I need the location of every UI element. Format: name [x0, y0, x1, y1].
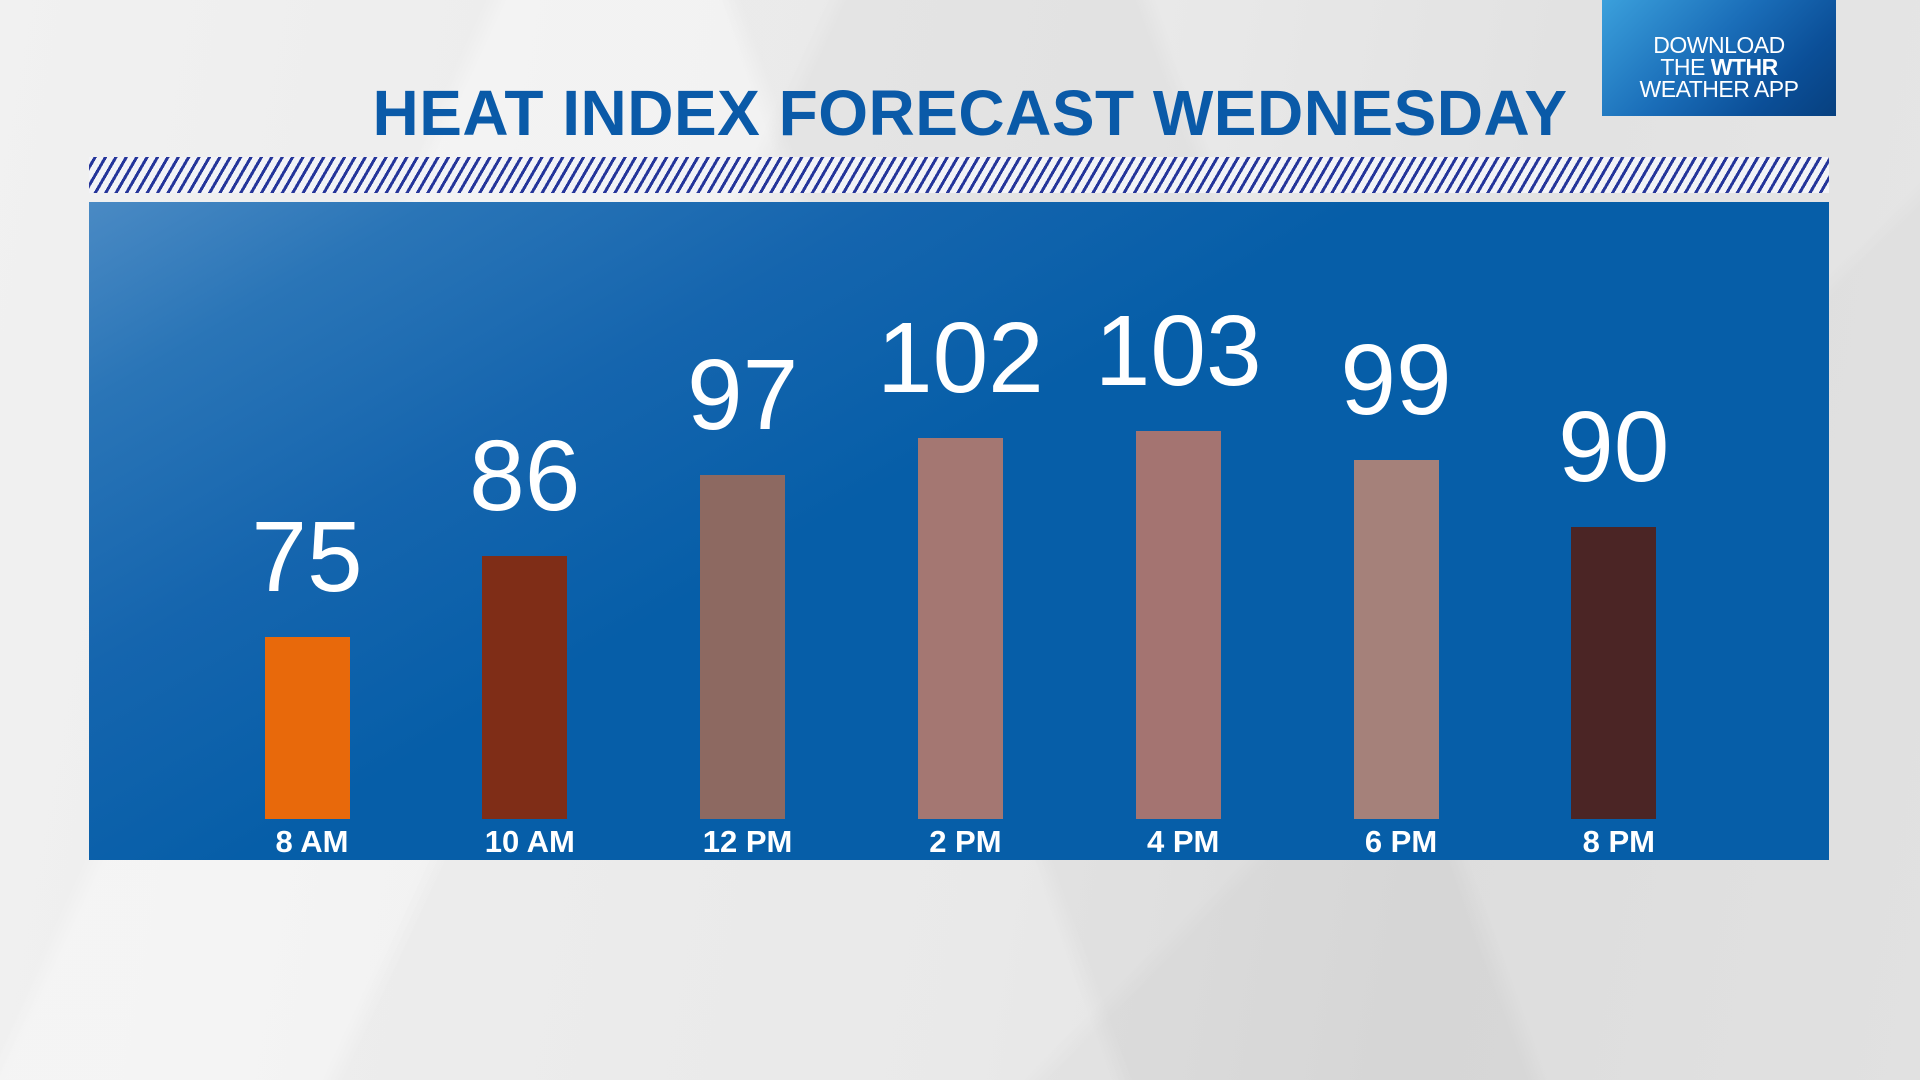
x-axis-label: 10 AM — [484, 824, 575, 859]
bar-6-pm — [1353, 460, 1439, 819]
bar-8-pm — [1571, 526, 1657, 819]
badge-line-2-prefix: THE — [1660, 54, 1711, 80]
bar-value-label: 103 — [1094, 295, 1262, 407]
badge-line-3: WEATHER APP — [1639, 76, 1799, 102]
badge-brand-name: WTHR — [1710, 54, 1778, 80]
bar-12-pm — [700, 475, 786, 819]
bar-4-pm — [1135, 431, 1221, 819]
bar-value-label: 90 — [1558, 390, 1670, 503]
x-axis-label: 8 AM — [275, 824, 349, 859]
badge-line-1: DOWNLOAD — [1653, 32, 1785, 58]
bar-value-label: 75 — [251, 501, 363, 613]
x-axis-label: 4 PM — [1147, 824, 1220, 859]
x-axis-label: 8 PM — [1582, 824, 1655, 859]
page-title: HEAT INDEX FORECAST WEDNESDAY — [372, 77, 1568, 149]
x-axis-label: 2 PM — [929, 824, 1002, 859]
bar-2-pm — [917, 438, 1003, 819]
bar-8-am — [264, 637, 350, 819]
bar-value-label: 102 — [876, 302, 1044, 415]
x-axis-label: 12 PM — [702, 824, 793, 859]
x-axis-label: 6 PM — [1364, 824, 1438, 859]
bar-value-label: 99 — [1340, 324, 1452, 437]
badge-line-2: THE WTHR — [1602, 54, 1836, 80]
hatch-divider — [89, 157, 1829, 193]
bar-10-am — [482, 556, 568, 819]
bar-value-label: 97 — [686, 339, 799, 452]
download-app-badge[interactable]: DOWNLOAD THE WTHR WEATHER APP — [1602, 0, 1836, 116]
bar-value-label: 86 — [469, 420, 581, 533]
